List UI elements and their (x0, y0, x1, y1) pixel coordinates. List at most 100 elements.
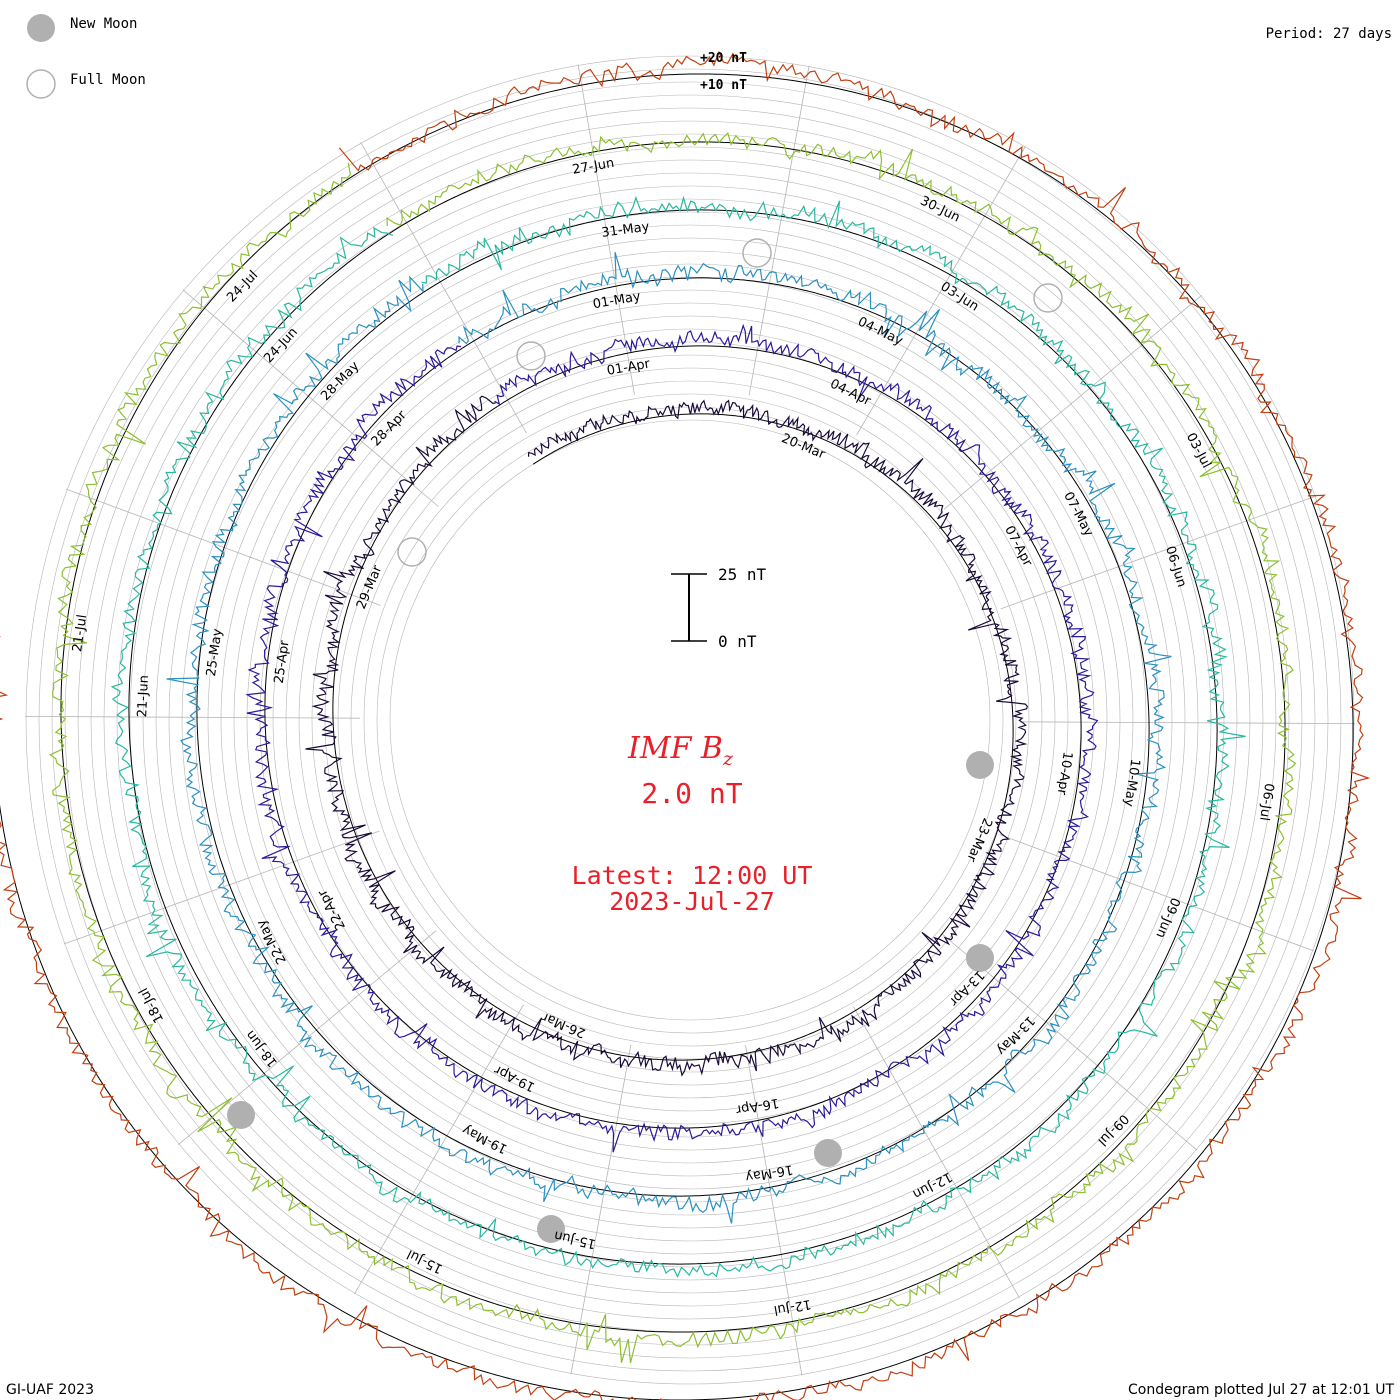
date-tick-label: 24-Jul (224, 268, 261, 305)
date-tick-label: 16-May (744, 1161, 794, 1184)
date-tick-label: 28-May (318, 359, 362, 404)
date-tick-label: 21-Jun (135, 675, 152, 718)
date-tick-label: 21-Jul (70, 614, 90, 653)
grid-ring (129, 159, 1251, 1281)
date-tick-label: 03-Jun (938, 279, 982, 314)
footer-plotted-time: Condegram plotted Jul 27 at 12:01 UT (1128, 1382, 1394, 1398)
radial-spoke (856, 145, 1026, 436)
grid-ring (324, 354, 1056, 1086)
full-moon-icon (26, 69, 56, 99)
grid-ring (77, 107, 1303, 1333)
grid-ring (389, 419, 991, 1021)
date-tick-label: 07-Apr (1001, 524, 1035, 570)
date-tick-label: 15-Jun (553, 1227, 598, 1251)
baseline-spiral (0, 73, 1354, 1400)
full-moon-marker (1033, 283, 1063, 313)
radial-spoke (999, 834, 1314, 952)
latest-time: Latest: 12:00 UT (572, 861, 813, 890)
radial-spoke (354, 1004, 524, 1295)
date-tick-label: 23-Mar (963, 816, 995, 865)
grid-ring (220, 250, 1160, 1190)
moon-markers (227, 238, 1063, 1243)
date-tick-label: 13-Apr (945, 967, 986, 1009)
scale-bar (671, 573, 707, 642)
chart-title: IMF Bz (627, 731, 734, 770)
series-trace-5 (49, 131, 1297, 1364)
grid-ring (363, 393, 1017, 1047)
radial-spoke (66, 488, 381, 606)
date-tick-label: 20-Mar (779, 431, 828, 463)
scale-bar-top-label: 25 nT (718, 565, 767, 584)
grid-ring (350, 380, 1030, 1060)
grid-ring (311, 341, 1069, 1099)
grid-ring (38, 68, 1342, 1372)
series-trace-2 (245, 323, 1099, 1153)
grid-ring (246, 276, 1134, 1164)
series-trace-6 (0, 50, 1371, 1400)
date-tick-label: 12-Jul (773, 1296, 813, 1317)
grid-ring (103, 133, 1277, 1307)
series-trace-4 (110, 195, 1246, 1279)
grid-ring (259, 289, 1121, 1151)
grid-ring (194, 224, 1186, 1216)
radial-spoke (1000, 495, 1317, 610)
date-tick-label: 03-Jul (1183, 431, 1214, 471)
grid-ring (142, 172, 1238, 1268)
date-tick-label: 27-Jun (571, 156, 615, 178)
date-tick-label: 31-May (601, 220, 651, 241)
date-tick-label: 29-Mar (354, 563, 386, 612)
date-tick-label: 04-Apr (827, 376, 873, 409)
new-moon-marker (814, 1139, 842, 1167)
new-moon-marker (227, 1101, 255, 1129)
grid-ring (25, 55, 1355, 1385)
grid-ring (207, 237, 1173, 1203)
grid-ring (376, 406, 1004, 1034)
new-moon-marker (537, 1215, 565, 1243)
radial-spoke (360, 142, 527, 434)
grid-ring (155, 185, 1225, 1255)
date-tick-label: 10-May (1121, 758, 1143, 808)
full-moon-marker (742, 238, 772, 268)
date-tick-label: 30-Jun (918, 193, 963, 225)
new-moon-marker (966, 751, 994, 779)
scale-plus10-label: +10 nT (700, 78, 747, 93)
date-tick-label: 04-May (855, 314, 905, 349)
radial-spoke (943, 295, 1203, 510)
radial-spoke (182, 289, 439, 507)
latest-date: 2023-Jul-27 (609, 887, 775, 916)
new-moon-icon (27, 14, 55, 42)
date-tick-label: 28-Apr (369, 407, 410, 449)
grid-ring (272, 302, 1108, 1138)
date-tick-label: 07-May (1060, 490, 1096, 540)
scale-plus20-label: +20 nT (700, 51, 747, 66)
grid-ring (51, 81, 1329, 1359)
legend-full-moon-label: Full Moon (70, 72, 146, 88)
baseline-spiral (196, 277, 1150, 1197)
baseline-spiral (332, 405, 1014, 1061)
date-tick-label: 10-Apr (1054, 751, 1075, 797)
radial-spoke (570, 1044, 632, 1375)
radial-spoke (1019, 721, 1355, 725)
date-tick-label: 19-Apr (491, 1061, 537, 1094)
grid-ring (233, 263, 1147, 1177)
full-moon-marker (397, 537, 427, 567)
period-label: Period: 27 days (1266, 26, 1392, 42)
date-tick-label: 25-Apr (272, 639, 293, 685)
series-trace-1 (305, 395, 1028, 1077)
date-tick-label: 25-May (204, 627, 226, 677)
grid-ring (337, 367, 1043, 1073)
date-tick-label: 24-Jun (261, 325, 301, 366)
date-tick-label: 09-Jul (1094, 1111, 1131, 1148)
date-tick-label: 16-Apr (734, 1095, 780, 1117)
radial-spoke (748, 65, 810, 396)
legend-new-moon-label: New Moon (70, 16, 137, 32)
current-value: 2.0 nT (641, 777, 742, 810)
grid-ring (116, 146, 1264, 1294)
date-tick-label: 18-Jul (136, 985, 167, 1025)
date-tick-label: 19-May (460, 1121, 510, 1156)
baseline-spiral (60, 141, 1286, 1333)
scale-bar-bottom-label: 0 nT (718, 632, 757, 651)
grid-ring (181, 211, 1199, 1229)
radial-spoke (745, 1045, 803, 1376)
